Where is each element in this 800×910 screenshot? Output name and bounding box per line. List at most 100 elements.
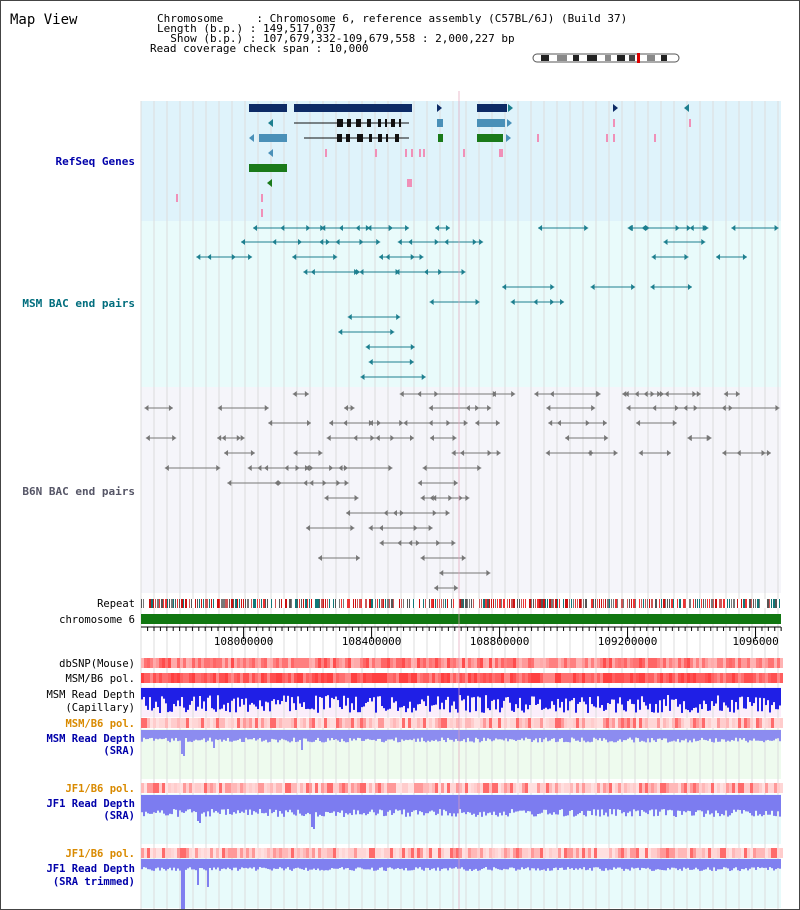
- bac-end[interactable]: [664, 391, 669, 397]
- bac-end[interactable]: [496, 450, 501, 456]
- bac-end[interactable]: [604, 435, 609, 441]
- bac-end[interactable]: [716, 254, 721, 260]
- track-label-chromosome[interactable]: chromosome 6: [59, 614, 135, 626]
- bac-end[interactable]: [420, 555, 425, 561]
- bac-end[interactable]: [435, 225, 440, 231]
- gene-feature[interactable]: [501, 149, 503, 157]
- bac-end[interactable]: [591, 405, 596, 411]
- bac-end[interactable]: [144, 405, 149, 411]
- bac-end[interactable]: [452, 435, 457, 441]
- bac-end[interactable]: [638, 450, 643, 456]
- track-label-jf1-b6-pol-2[interactable]: JF1/B6 pol.: [65, 848, 135, 860]
- bac-end[interactable]: [421, 374, 426, 380]
- bac-end[interactable]: [390, 329, 395, 335]
- msm-bac-features[interactable]: [196, 225, 779, 380]
- bac-end[interactable]: [486, 570, 491, 576]
- gene-exon[interactable]: [369, 134, 372, 142]
- bac-end[interactable]: [360, 374, 365, 380]
- bac-end[interactable]: [420, 495, 425, 501]
- bac-end[interactable]: [775, 405, 780, 411]
- bac-end[interactable]: [405, 225, 410, 231]
- bac-end[interactable]: [379, 540, 384, 546]
- bac-end[interactable]: [634, 391, 639, 397]
- bac-end[interactable]: [702, 225, 707, 231]
- bac-end[interactable]: [336, 480, 341, 486]
- bac-end[interactable]: [432, 495, 437, 501]
- gene-exon[interactable]: [395, 134, 399, 142]
- bac-end[interactable]: [355, 225, 360, 231]
- bac-end[interactable]: [728, 405, 733, 411]
- bac-end[interactable]: [465, 495, 470, 501]
- bac-end[interactable]: [445, 510, 450, 516]
- bac-end[interactable]: [534, 391, 539, 397]
- bac-end[interactable]: [445, 225, 450, 231]
- bac-end[interactable]: [329, 420, 334, 426]
- bac-end[interactable]: [560, 299, 565, 305]
- gene-feature[interactable]: [261, 194, 263, 202]
- bac-end[interactable]: [399, 420, 404, 426]
- gene-feature[interactable]: [613, 119, 615, 127]
- bac-end[interactable]: [663, 239, 668, 245]
- gene-exon[interactable]: [378, 119, 381, 127]
- bac-end[interactable]: [295, 465, 300, 471]
- bac-end[interactable]: [172, 435, 177, 441]
- bac-end[interactable]: [722, 450, 727, 456]
- bac-end[interactable]: [538, 225, 543, 231]
- bac-end[interactable]: [511, 391, 516, 397]
- bac-end[interactable]: [595, 391, 600, 397]
- bac-end[interactable]: [318, 450, 323, 456]
- bac-end[interactable]: [774, 225, 779, 231]
- bac-end[interactable]: [546, 405, 551, 411]
- bac-end[interactable]: [333, 254, 338, 260]
- track-label-jf1-depth-trim[interactable]: JF1 Read Depth: [46, 863, 135, 875]
- bac-end[interactable]: [268, 420, 273, 426]
- chromosome-bar[interactable]: [141, 614, 781, 624]
- bac-end[interactable]: [684, 254, 689, 260]
- bac-end[interactable]: [385, 254, 390, 260]
- gene-feature[interactable]: [537, 134, 539, 142]
- bac-end[interactable]: [589, 450, 594, 456]
- bac-end[interactable]: [461, 269, 466, 275]
- bac-end[interactable]: [628, 225, 633, 231]
- bac-end[interactable]: [344, 405, 349, 411]
- bac-end[interactable]: [408, 540, 413, 546]
- bac-end[interactable]: [475, 405, 480, 411]
- gene-feature[interactable]: [405, 149, 407, 157]
- gene-exon[interactable]: [357, 134, 363, 142]
- gene-feature[interactable]: [176, 194, 178, 202]
- bac-end[interactable]: [742, 254, 747, 260]
- track-label-repeat[interactable]: Repeat: [97, 598, 135, 610]
- bac-end[interactable]: [428, 420, 433, 426]
- bac-end[interactable]: [409, 359, 414, 365]
- bac-end[interactable]: [548, 420, 553, 426]
- gene-exon[interactable]: [337, 119, 343, 127]
- gene-feature[interactable]: [463, 149, 465, 157]
- bac-end[interactable]: [370, 435, 375, 441]
- bac-end[interactable]: [479, 239, 484, 245]
- bac-end[interactable]: [231, 254, 236, 260]
- bac-end[interactable]: [326, 435, 331, 441]
- bac-end[interactable]: [472, 239, 477, 245]
- bac-end[interactable]: [550, 299, 555, 305]
- bac-end[interactable]: [318, 555, 323, 561]
- bac-end[interactable]: [241, 239, 246, 245]
- bac-end[interactable]: [264, 405, 269, 411]
- bac-end[interactable]: [657, 391, 662, 397]
- bac-end[interactable]: [631, 284, 636, 290]
- bac-end[interactable]: [217, 435, 222, 441]
- gene-feature[interactable]: [689, 119, 691, 127]
- bac-end[interactable]: [652, 405, 657, 411]
- bac-end[interactable]: [650, 284, 655, 290]
- bac-end[interactable]: [224, 450, 229, 456]
- gene-exon[interactable]: [399, 119, 401, 127]
- bac-end[interactable]: [253, 225, 258, 231]
- bac-end[interactable]: [277, 480, 282, 486]
- bac-end[interactable]: [477, 465, 482, 471]
- bac-end[interactable]: [602, 420, 607, 426]
- bac-end[interactable]: [453, 480, 458, 486]
- bac-end[interactable]: [475, 299, 480, 305]
- polymorphism-strips[interactable]: [141, 658, 783, 858]
- bac-end[interactable]: [761, 450, 766, 456]
- bac-end[interactable]: [549, 391, 554, 397]
- bac-end[interactable]: [687, 435, 692, 441]
